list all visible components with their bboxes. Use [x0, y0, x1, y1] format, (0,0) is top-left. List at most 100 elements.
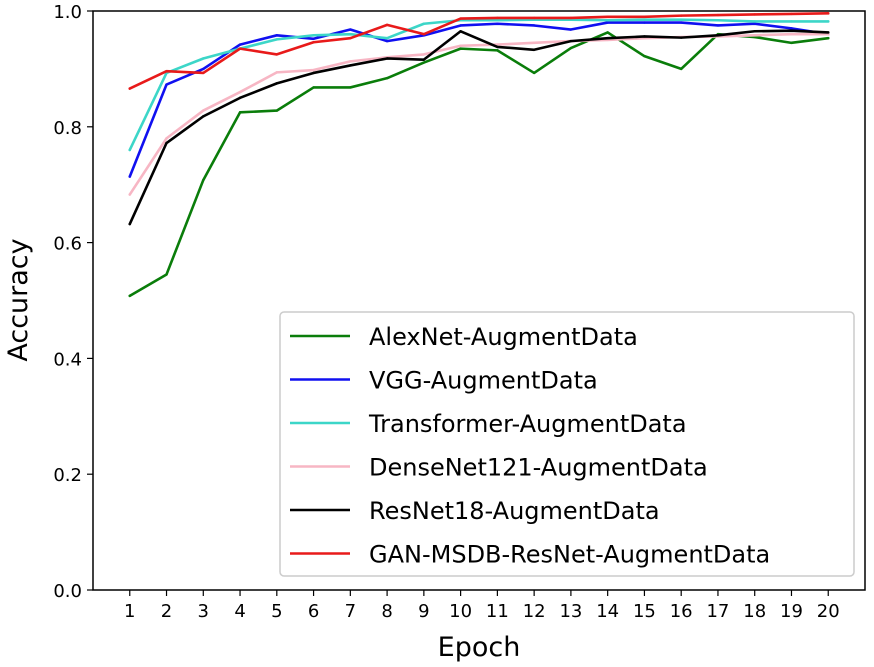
x-tick-label: 15 — [633, 601, 656, 622]
series-line-1 — [128, 21, 830, 178]
data-point — [312, 34, 315, 37]
data-point — [532, 71, 536, 75]
data-point — [459, 44, 462, 47]
legend-label: GAN-MSDB-ResNet-AugmentData — [369, 541, 770, 569]
data-point — [385, 37, 389, 40]
data-point — [643, 54, 646, 58]
data-point — [385, 39, 389, 43]
y-tick-label: 1.0 — [53, 2, 82, 23]
series-line-3 — [128, 32, 830, 196]
data-point — [459, 24, 462, 27]
data-point — [532, 24, 536, 27]
data-point — [606, 19, 609, 22]
series-line-4 — [128, 29, 830, 226]
data-point — [238, 111, 242, 114]
data-point — [790, 27, 793, 30]
data-point — [459, 30, 462, 33]
data-point — [202, 57, 205, 60]
legend: AlexNet-AugmentData VGG-AugmentData Transf… — [279, 311, 855, 577]
data-point — [349, 64, 352, 67]
data-point — [202, 71, 205, 75]
data-point — [165, 70, 168, 73]
data-point — [716, 19, 720, 22]
x-tick-label: 9 — [418, 601, 429, 622]
data-point — [459, 17, 462, 20]
data-point — [753, 34, 756, 37]
data-point — [569, 39, 573, 43]
data-point — [496, 45, 499, 49]
legend-label: Transformer-AugmentData — [368, 410, 687, 438]
data-point — [679, 14, 683, 17]
data-point — [679, 67, 683, 71]
y-axis-title: Accuracy — [3, 238, 34, 361]
data-point — [679, 18, 683, 21]
data-point — [275, 71, 279, 74]
y-tick-label: 0.2 — [53, 465, 82, 486]
x-tick-label: 6 — [308, 601, 319, 622]
data-point — [753, 13, 756, 16]
y-tick-label: 0.6 — [53, 234, 82, 255]
x-tick-label: 7 — [345, 601, 356, 622]
data-point — [128, 148, 131, 152]
legend-label: ResNet18-AugmentData — [369, 497, 660, 525]
data-point — [349, 86, 352, 89]
series-line-5 — [128, 12, 830, 90]
data-point — [202, 178, 205, 182]
x-tick-label: 5 — [271, 601, 282, 622]
data-point — [643, 35, 646, 38]
data-point — [716, 24, 720, 27]
data-point — [275, 34, 279, 37]
data-point — [643, 21, 646, 24]
x-tick-label: 11 — [486, 601, 509, 622]
data-point — [128, 87, 131, 90]
data-point — [202, 109, 205, 112]
y-axis-ticks: 0.0 0.2 0.4 0.6 0.8 1.0 — [53, 2, 93, 602]
data-point — [349, 37, 352, 40]
data-point — [202, 115, 205, 118]
x-tick-label: 16 — [670, 601, 693, 622]
data-point — [496, 43, 499, 46]
x-tick-label: 3 — [198, 601, 209, 622]
data-point — [532, 16, 536, 20]
x-tick-label: 12 — [523, 601, 546, 622]
data-point — [496, 49, 499, 52]
data-point — [275, 53, 279, 56]
data-point — [496, 19, 499, 22]
plot-frame — [92, 10, 866, 591]
y-tick-label: 0.4 — [53, 349, 82, 370]
data-point — [312, 86, 315, 89]
data-point — [753, 30, 756, 33]
data-point — [349, 32, 352, 36]
series-line-2 — [128, 18, 830, 152]
data-point — [275, 38, 279, 41]
data-point — [128, 294, 131, 298]
data-point — [422, 61, 426, 64]
series-layer — [128, 12, 830, 298]
data-point — [349, 28, 352, 31]
x-tick-label: 10 — [449, 601, 472, 622]
data-point — [606, 37, 609, 40]
data-point — [238, 43, 242, 46]
data-point — [128, 222, 131, 226]
legend-label: VGG-AugmentData — [369, 367, 598, 395]
data-point — [643, 18, 646, 21]
data-point — [532, 48, 536, 51]
data-point — [827, 20, 830, 23]
data-point — [569, 46, 573, 50]
data-point — [459, 47, 462, 50]
data-point — [312, 37, 315, 40]
data-point — [349, 60, 352, 63]
x-tick-label: 1 — [124, 601, 135, 622]
data-point — [238, 96, 242, 100]
x-tick-label: 13 — [559, 601, 582, 622]
data-point — [128, 193, 131, 196]
data-point — [716, 34, 720, 37]
y-tick-label: 0.8 — [53, 118, 82, 139]
data-point — [422, 53, 426, 56]
legend-label: DenseNet121-AugmentData — [369, 454, 708, 482]
x-tick-label: 14 — [596, 601, 619, 622]
data-point — [716, 13, 720, 17]
data-point — [275, 109, 279, 112]
data-point — [496, 16, 499, 20]
